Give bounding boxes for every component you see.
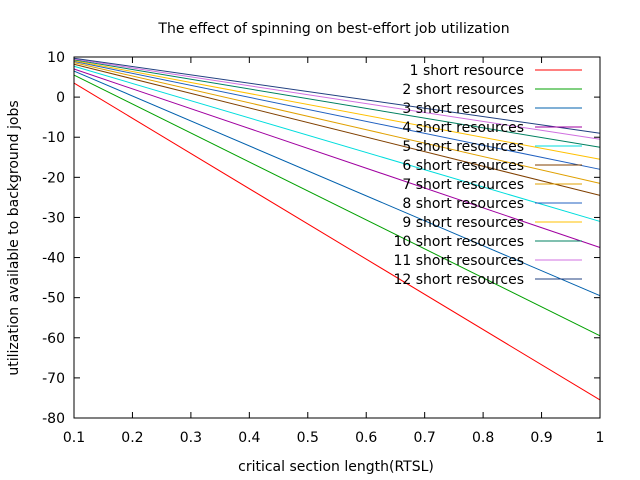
series-line-4 [73,68,601,249]
legend-label: 6 short resources [402,158,524,174]
legend-label: 11 short resources [393,253,524,269]
legend-label: 7 short resources [402,177,524,193]
series-line-9 [73,60,601,160]
chart-title: The effect of spinning on best-effort jo… [157,21,509,37]
legend: 1 short resource 2 short resources 3 short… [393,63,582,288]
y-tick-label: -60 [42,331,65,347]
x-tick-label: 0.5 [297,430,319,446]
y-axis-title: utilization available to background jobs [6,100,22,375]
series-line-6 [73,63,601,196]
legend-label: 8 short resources [402,196,524,212]
series-line-2 [73,74,601,337]
series-line-12 [73,57,601,134]
y-tick-label: 10 [47,50,65,66]
y-tick-label: -50 [42,291,65,307]
series-layer [73,57,601,401]
legend-label: 2 short resources [402,82,524,98]
x-tick-label: 0.8 [472,430,494,446]
legend-label: 9 short resources [402,215,524,231]
x-tick-label: 0.7 [414,430,436,446]
series-line-10 [73,59,601,148]
y-tick-label: -30 [42,210,65,226]
x-tick-label: 0.3 [180,430,202,446]
series-line-5 [73,65,601,222]
legend-label: 10 short resources [393,234,524,250]
y-tick-label: -40 [42,251,65,267]
y-tick-label: -20 [42,170,65,186]
legend-label: 1 short resource [410,63,524,79]
legend-label: 3 short resources [402,101,524,117]
legend-label: 12 short resources [393,272,524,288]
series-line-1 [73,82,601,401]
y-axis: 10 0 -10 -20 -30 -40 -50 -60 -70 -80 [42,50,600,427]
x-tick-label: 1 [596,430,605,446]
legend-label: 4 short resources [402,120,524,136]
series-line-8 [73,60,601,170]
series-line-3 [73,70,601,297]
x-tick-label: 0.2 [121,430,143,446]
x-axis: 0.1 0.2 0.3 0.4 0.5 0.6 0.7 0.8 0.9 1 [63,57,605,446]
x-tick-label: 0.6 [355,430,377,446]
y-tick-label: -10 [42,130,65,146]
y-tick-label: -80 [42,411,65,427]
x-axis-title: critical section length(RTSL) [238,459,434,475]
series-line-11 [73,58,601,140]
y-tick-label: -70 [42,371,65,387]
series-line-7 [73,62,601,184]
legend-label: 5 short resources [402,139,524,155]
x-tick-label: 0.4 [238,430,260,446]
plot-frame [73,56,601,419]
x-tick-label: 0.1 [63,430,85,446]
y-tick-label: 0 [56,90,65,106]
x-tick-label: 0.9 [530,430,552,446]
